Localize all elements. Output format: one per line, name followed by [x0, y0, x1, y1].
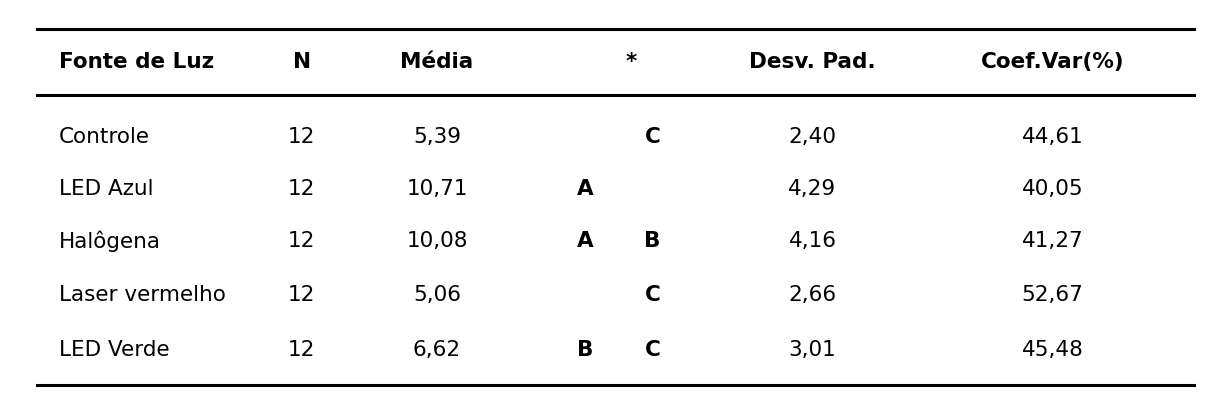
Text: LED Verde: LED Verde [59, 339, 170, 359]
Text: A: A [576, 178, 593, 198]
Text: Desv. Pad.: Desv. Pad. [750, 52, 875, 72]
Text: B: B [576, 339, 593, 359]
Text: Controle: Controle [59, 126, 150, 146]
Text: Média: Média [400, 52, 474, 72]
Text: Coef.Var(%): Coef.Var(%) [981, 52, 1124, 72]
Text: 6,62: 6,62 [412, 339, 462, 359]
Text: 12: 12 [288, 178, 315, 198]
Text: *: * [625, 52, 636, 72]
Text: 10,08: 10,08 [406, 231, 468, 251]
Text: 3,01: 3,01 [789, 339, 836, 359]
Text: 41,27: 41,27 [1022, 231, 1083, 251]
Text: C: C [645, 339, 660, 359]
Text: 5,39: 5,39 [414, 126, 460, 146]
Text: 5,06: 5,06 [414, 285, 460, 305]
Text: 4,16: 4,16 [789, 231, 836, 251]
Text: 45,48: 45,48 [1022, 339, 1083, 359]
Text: A: A [576, 231, 593, 251]
Text: 40,05: 40,05 [1022, 178, 1083, 198]
Text: Fonte de Luz: Fonte de Luz [59, 52, 214, 72]
Text: C: C [645, 285, 660, 305]
Text: 2,66: 2,66 [788, 285, 837, 305]
Text: Halôgena: Halôgena [59, 230, 161, 251]
Text: C: C [645, 126, 660, 146]
Text: 12: 12 [288, 285, 315, 305]
Text: B: B [644, 231, 661, 251]
Text: 12: 12 [288, 339, 315, 359]
Text: 44,61: 44,61 [1022, 126, 1083, 146]
Text: 52,67: 52,67 [1022, 285, 1083, 305]
Text: 2,40: 2,40 [789, 126, 836, 146]
Text: 12: 12 [288, 126, 315, 146]
Text: Laser vermelho: Laser vermelho [59, 285, 227, 305]
Text: 4,29: 4,29 [788, 178, 837, 198]
Text: 10,71: 10,71 [406, 178, 468, 198]
Text: N: N [293, 52, 310, 72]
Text: LED Azul: LED Azul [59, 178, 154, 198]
Text: 12: 12 [288, 231, 315, 251]
